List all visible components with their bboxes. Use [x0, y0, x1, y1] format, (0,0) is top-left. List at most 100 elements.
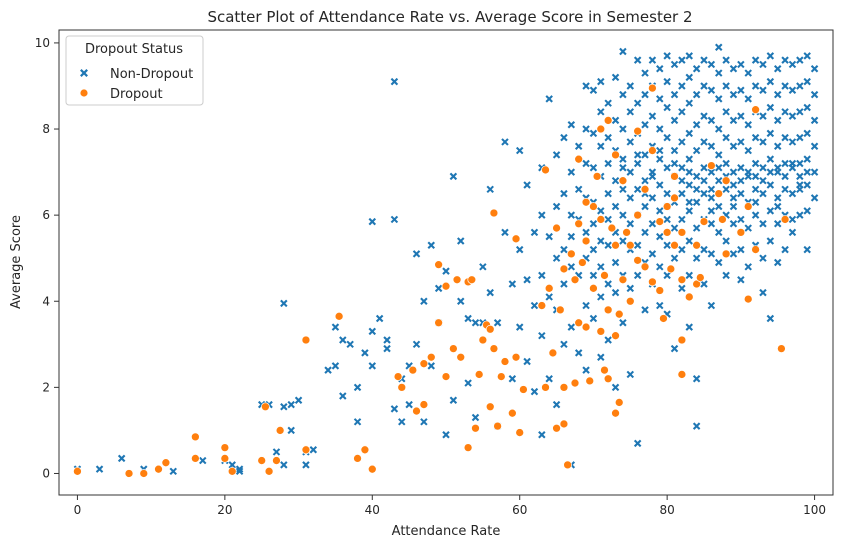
data-point-non-dropout — [619, 211, 627, 219]
data-point-non-dropout — [656, 181, 664, 189]
data-point-non-dropout — [737, 60, 745, 69]
data-point-non-dropout — [788, 159, 797, 168]
data-point-non-dropout — [663, 215, 671, 224]
data-point-non-dropout — [737, 164, 745, 172]
data-point-non-dropout — [604, 336, 612, 344]
data-point-non-dropout — [582, 366, 590, 374]
data-point-non-dropout — [398, 418, 406, 426]
data-point-dropout — [393, 372, 403, 381]
data-point-non-dropout — [648, 250, 657, 258]
data-point-non-dropout — [692, 90, 701, 99]
data-point-non-dropout — [766, 207, 775, 215]
data-point-non-dropout — [633, 241, 642, 250]
data-point-non-dropout — [715, 43, 723, 51]
data-point-non-dropout — [700, 164, 708, 172]
data-point-dropout — [699, 217, 709, 226]
data-point-dropout — [648, 277, 657, 287]
data-point-dropout — [721, 176, 731, 186]
data-point-non-dropout — [744, 263, 752, 271]
data-point-dropout — [718, 215, 727, 224]
data-point-dropout — [581, 197, 591, 207]
data-point-non-dropout — [692, 146, 701, 155]
data-point-non-dropout — [729, 202, 738, 211]
data-point-non-dropout — [582, 228, 590, 237]
data-point-non-dropout — [700, 280, 708, 288]
data-point-non-dropout — [729, 194, 738, 202]
x-axis-label: Attendance Rate — [392, 524, 501, 539]
data-point-non-dropout — [530, 301, 539, 310]
data-point-dropout — [589, 202, 598, 211]
data-point-dropout — [500, 357, 510, 366]
data-point-non-dropout — [641, 120, 649, 129]
data-point-non-dropout — [383, 344, 391, 353]
data-point-dropout — [191, 432, 200, 442]
data-point-non-dropout — [169, 467, 177, 476]
data-point-dropout — [611, 240, 620, 250]
data-point-non-dropout — [589, 271, 598, 280]
data-point-dropout — [695, 273, 705, 282]
data-point-non-dropout — [604, 159, 612, 168]
data-point-non-dropout — [346, 340, 354, 349]
data-point-non-dropout — [449, 396, 458, 405]
data-point-non-dropout — [287, 400, 295, 409]
y-tick-label: 4 — [42, 294, 50, 308]
data-point-non-dropout — [810, 65, 819, 73]
data-point-dropout — [419, 400, 429, 409]
data-point-non-dropout — [737, 275, 745, 284]
data-point-non-dropout — [442, 430, 450, 439]
data-point-non-dropout — [589, 86, 598, 95]
data-point-dropout — [570, 378, 580, 388]
data-point-non-dropout — [810, 142, 819, 150]
data-point-non-dropout — [626, 168, 635, 176]
legend-box — [65, 35, 204, 106]
data-point-non-dropout — [368, 362, 377, 370]
data-point-dropout — [707, 161, 716, 170]
data-point-dropout — [666, 264, 676, 274]
data-point-non-dropout — [722, 237, 730, 245]
data-point-non-dropout — [405, 400, 413, 409]
data-point-non-dropout — [759, 189, 767, 198]
data-point-non-dropout — [781, 159, 789, 168]
data-point-dropout — [578, 258, 587, 267]
data-point-non-dropout — [759, 176, 767, 185]
data-point-non-dropout — [560, 280, 568, 288]
data-point-non-dropout — [744, 146, 752, 155]
data-point-non-dropout — [788, 60, 797, 69]
data-point-non-dropout — [656, 65, 664, 73]
data-point-non-dropout — [471, 413, 480, 422]
data-point-non-dropout — [611, 176, 620, 185]
data-point-non-dropout — [766, 314, 775, 323]
data-point-non-dropout — [744, 120, 752, 129]
data-point-dropout — [552, 423, 561, 433]
data-point-dropout — [692, 240, 701, 250]
data-point-non-dropout — [353, 383, 362, 392]
data-point-non-dropout — [633, 159, 642, 168]
data-point-non-dropout — [759, 86, 767, 95]
data-point-dropout — [592, 172, 602, 181]
data-point-non-dropout — [560, 245, 568, 254]
data-point-dropout — [397, 383, 407, 392]
data-point-non-dropout — [552, 202, 561, 211]
data-point-dropout — [353, 454, 362, 463]
data-point-non-dropout — [545, 95, 553, 103]
data-point-non-dropout — [442, 267, 450, 275]
data-point-dropout — [570, 275, 580, 285]
data-point-non-dropout — [781, 245, 789, 254]
data-point-non-dropout — [619, 164, 627, 172]
data-point-non-dropout — [390, 405, 399, 413]
data-point-non-dropout — [722, 271, 730, 280]
data-point-non-dropout — [434, 284, 443, 293]
data-point-non-dropout — [810, 194, 819, 202]
data-point-dropout — [139, 469, 149, 478]
data-point-non-dropout — [773, 258, 782, 267]
data-point-non-dropout — [788, 189, 797, 198]
data-point-non-dropout — [773, 220, 782, 228]
data-point-non-dropout — [648, 172, 657, 181]
data-point-non-dropout — [611, 288, 620, 297]
data-point-non-dropout — [633, 56, 642, 64]
x-tick-label: 80 — [660, 503, 675, 517]
data-point-dropout — [611, 150, 620, 160]
y-tick-label: 6 — [42, 208, 50, 222]
data-point-non-dropout — [294, 396, 303, 405]
data-point-non-dropout — [773, 142, 782, 150]
